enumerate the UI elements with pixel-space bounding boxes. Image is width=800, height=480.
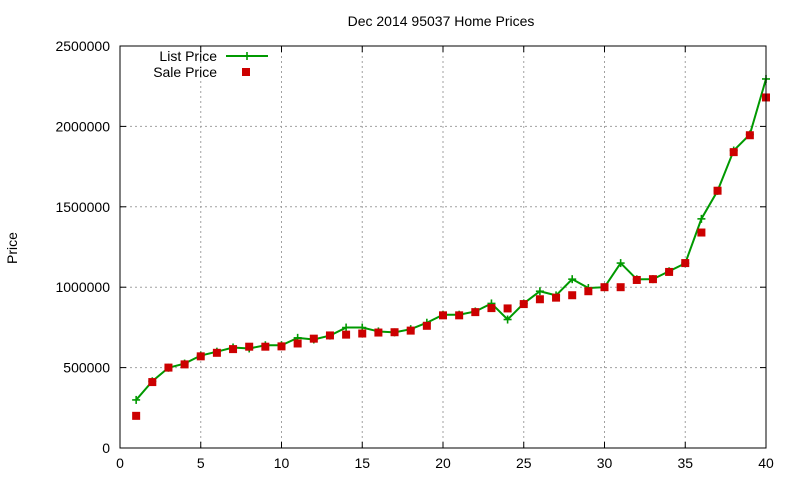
sale-price-point (552, 293, 561, 302)
legend-label-sale-price: Sale Price (153, 64, 217, 80)
list-price-point (697, 214, 706, 223)
series-layer (132, 74, 770, 420)
sale-price-point (697, 228, 706, 237)
legend-swatch-sale-price-marker (242, 68, 250, 76)
sale-price-point (277, 342, 286, 351)
sale-price-point (180, 360, 189, 369)
list-price-point (568, 275, 577, 284)
x-tick-label: 20 (435, 455, 451, 471)
sale-price-point (196, 352, 205, 361)
x-tick-label: 15 (354, 455, 370, 471)
sale-price-point (342, 330, 351, 339)
sale-price-point (439, 311, 447, 320)
sale-price-point (487, 304, 496, 313)
sale-price-point (164, 363, 173, 372)
y-axis-label: Price (4, 232, 20, 264)
legend-swatch-list-price-marker (243, 52, 251, 60)
sale-price-point (132, 411, 141, 420)
sale-price-point (681, 259, 690, 268)
sale-price-point (471, 308, 480, 317)
series-list-price (132, 74, 770, 404)
list-price-point (535, 287, 544, 296)
grid (120, 46, 766, 448)
y-tick-label: 500000 (63, 360, 110, 376)
legend-label-list-price: List Price (159, 48, 217, 64)
legend: List Price Sale Price (153, 48, 268, 80)
sale-price-point (293, 339, 302, 348)
sale-price-point (422, 321, 431, 330)
sale-price-point (568, 291, 577, 300)
y-tick-label: 2000000 (55, 118, 110, 134)
x-tick-label: 25 (516, 455, 532, 471)
list-price-point (616, 259, 625, 268)
sale-price-point (229, 345, 238, 354)
sale-price-point (245, 342, 254, 351)
sale-price-point (648, 275, 657, 284)
x-tick-label: 5 (197, 455, 205, 471)
sale-price-point (616, 283, 625, 292)
y-axis-tick-labels: 0 500000 1000000 1500000 2000000 2500000 (55, 38, 110, 456)
list-price-line (135, 78, 767, 401)
sale-price-point (519, 300, 528, 309)
y-tick-label: 1000000 (55, 279, 110, 295)
sale-price-point (584, 287, 593, 296)
sale-price-point (745, 131, 754, 140)
series-sale-price (132, 93, 770, 420)
sale-price-point (261, 342, 270, 351)
plot-frame (119, 45, 767, 449)
x-tick-label: 40 (758, 455, 774, 471)
x-tick-label: 10 (274, 455, 290, 471)
x-tick-label: 35 (677, 455, 693, 471)
list-price-point (132, 395, 141, 404)
x-tick-label: 0 (116, 455, 124, 471)
sale-price-point (713, 186, 722, 195)
chart-title: Dec 2014 95037 Home Prices (348, 13, 535, 29)
sale-price-point (406, 326, 415, 335)
sale-price-point (309, 334, 318, 343)
sale-price-point (665, 267, 674, 276)
sale-price-point (390, 328, 399, 337)
sale-price-point (455, 311, 464, 320)
sale-price-point (374, 328, 383, 337)
sale-price-point (148, 378, 157, 387)
sale-price-point (600, 283, 609, 292)
sale-price-point (358, 329, 367, 338)
list-price-point (503, 315, 512, 324)
x-tick-label: 30 (597, 455, 613, 471)
sale-price-point (729, 148, 738, 157)
x-axis-tick-labels: 0 5 10 15 20 25 30 35 40 (116, 455, 774, 471)
sale-price-point (212, 348, 221, 357)
sale-price-point (325, 331, 334, 340)
list-price-point (342, 323, 351, 332)
y-tick-label: 1500000 (55, 199, 110, 215)
sale-price-point (535, 295, 544, 304)
y-tick-label: 2500000 (55, 38, 110, 54)
sale-price-point (503, 304, 512, 313)
sale-price-point (632, 275, 641, 284)
y-tick-label: 0 (102, 440, 110, 456)
